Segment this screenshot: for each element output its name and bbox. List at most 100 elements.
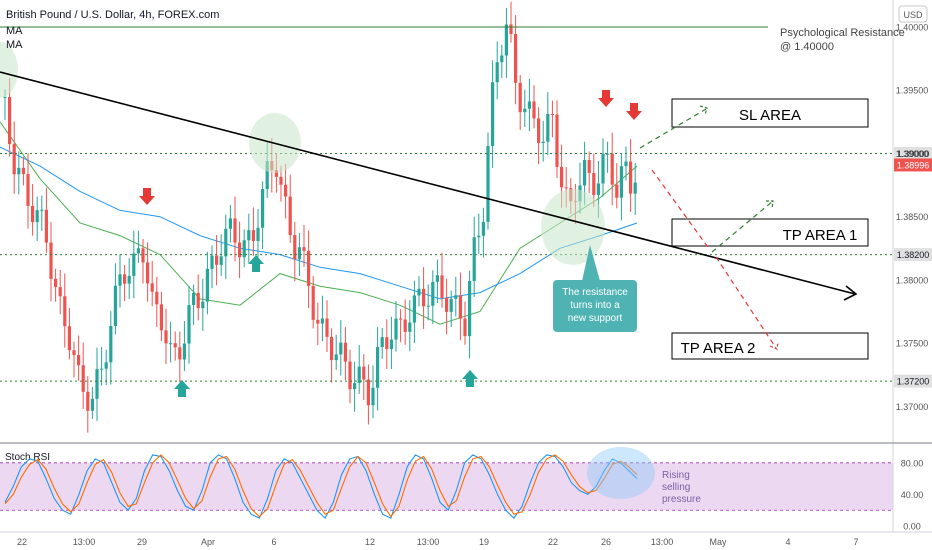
candle-body — [49, 242, 53, 279]
candle-body — [155, 291, 159, 305]
candle-body — [527, 101, 531, 109]
projection-up — [639, 108, 707, 149]
candle-body — [477, 235, 481, 238]
rsi-annotation: selling — [662, 482, 690, 493]
candle-body — [353, 383, 357, 390]
trend-line-arrowhead — [843, 285, 858, 301]
candle-body — [77, 354, 81, 366]
candle-body — [541, 141, 545, 143]
callout-text: The resistance — [562, 287, 628, 298]
candle-body — [564, 187, 568, 189]
currency-badge[interactable] — [898, 5, 928, 23]
candle-body — [150, 283, 154, 292]
buy-arrow — [248, 255, 264, 272]
candle-body — [417, 288, 421, 296]
candle-body — [136, 248, 140, 254]
candle-body — [35, 210, 39, 223]
rsi-y-tick: 0.00 — [903, 522, 921, 532]
projection-down-2 — [715, 256, 777, 349]
tp-area-1-label: TP AREA 1 — [783, 227, 858, 244]
target-box — [671, 218, 869, 247]
price-label: 1.38996 — [894, 158, 932, 172]
price-label-text: 1.38996 — [897, 160, 930, 170]
candle-body — [596, 183, 600, 196]
candle-body — [431, 281, 435, 306]
price-label: 1.39000 — [894, 146, 932, 160]
candle-body — [454, 295, 458, 299]
candle-body — [426, 305, 430, 307]
candle-body — [463, 318, 467, 337]
x-tick-label: 29 — [137, 537, 147, 547]
candle-body — [81, 365, 85, 392]
candle-body — [491, 82, 495, 146]
candle-body — [472, 237, 476, 281]
price-label: 1.38200 — [894, 248, 932, 262]
candle-body — [481, 221, 485, 236]
candle-body — [141, 248, 145, 263]
candle-body — [86, 391, 90, 411]
price-label-bg — [894, 248, 932, 262]
y-tick-label: 1.39500 — [896, 86, 929, 96]
x-tick-label: 26 — [601, 537, 611, 547]
candle-body — [385, 337, 389, 350]
candle-body — [440, 275, 444, 299]
highlight-ellipse — [541, 189, 605, 265]
price-label-text: 1.38200 — [897, 250, 930, 260]
chart-title[interactable]: British Pound / U.S. Dollar, 4h, FOREX.c… — [6, 9, 219, 21]
x-tick-label: 13:00 — [73, 537, 96, 547]
candle-body — [113, 285, 117, 326]
indicator-label-ma-1[interactable]: MA — [6, 25, 23, 37]
candle-body — [127, 275, 131, 284]
x-tick-label: 6 — [271, 537, 276, 547]
projection-down-2-arrowhead — [769, 341, 779, 350]
candle-body — [325, 318, 329, 337]
projection-up-2-arrowhead — [766, 200, 774, 209]
x-tick-label: 22 — [548, 537, 558, 547]
callout-text: new support — [568, 313, 623, 324]
rsi-series-line — [4, 454, 638, 518]
y-tick-label: 1.38500 — [896, 212, 929, 222]
candle-body — [210, 255, 214, 269]
candle-body — [297, 247, 301, 260]
candle-body — [26, 174, 30, 206]
candle-body — [592, 172, 596, 196]
annotations: Psychological Resistance @ 1.40000 SL AREA… — [0, 27, 905, 397]
candle-body — [546, 113, 550, 142]
candle-body — [606, 153, 610, 155]
candle-body — [366, 379, 370, 406]
sell-arrow — [598, 90, 614, 107]
candle-body — [123, 274, 127, 284]
stoch-rsi-panel: Stoch RSI 0.00 40.00 80.00 Risingsellingpres… — [0, 447, 923, 532]
candle-body — [514, 33, 518, 83]
candle-body — [54, 278, 58, 288]
candle-body — [247, 230, 251, 241]
candle-body — [256, 227, 260, 241]
candle-body — [486, 145, 490, 222]
currency-label[interactable]: USD — [903, 10, 923, 20]
candle-body — [435, 275, 439, 282]
candle-body — [228, 218, 232, 229]
candle-body — [509, 24, 513, 34]
candle-body — [182, 343, 186, 360]
candle-body — [583, 159, 587, 186]
price-label: 1.37200 — [894, 374, 932, 388]
y-tick-label: 1.37000 — [896, 402, 929, 412]
candle-body — [394, 318, 398, 340]
rsi-y-tick: 40.00 — [901, 490, 924, 500]
candle-body — [302, 247, 306, 251]
candle-body — [265, 160, 269, 190]
moving-averages — [0, 121, 638, 325]
candle-body — [169, 343, 173, 345]
candle-body — [339, 342, 343, 355]
candle-body — [215, 255, 219, 265]
candle-body — [537, 118, 541, 143]
price-label-bg — [894, 146, 932, 160]
candle-body — [17, 167, 21, 175]
candle-body — [40, 209, 44, 211]
indicator-label-ma-2[interactable]: MA — [6, 39, 23, 51]
candle-body — [560, 166, 564, 188]
sell-arrow — [139, 188, 155, 205]
